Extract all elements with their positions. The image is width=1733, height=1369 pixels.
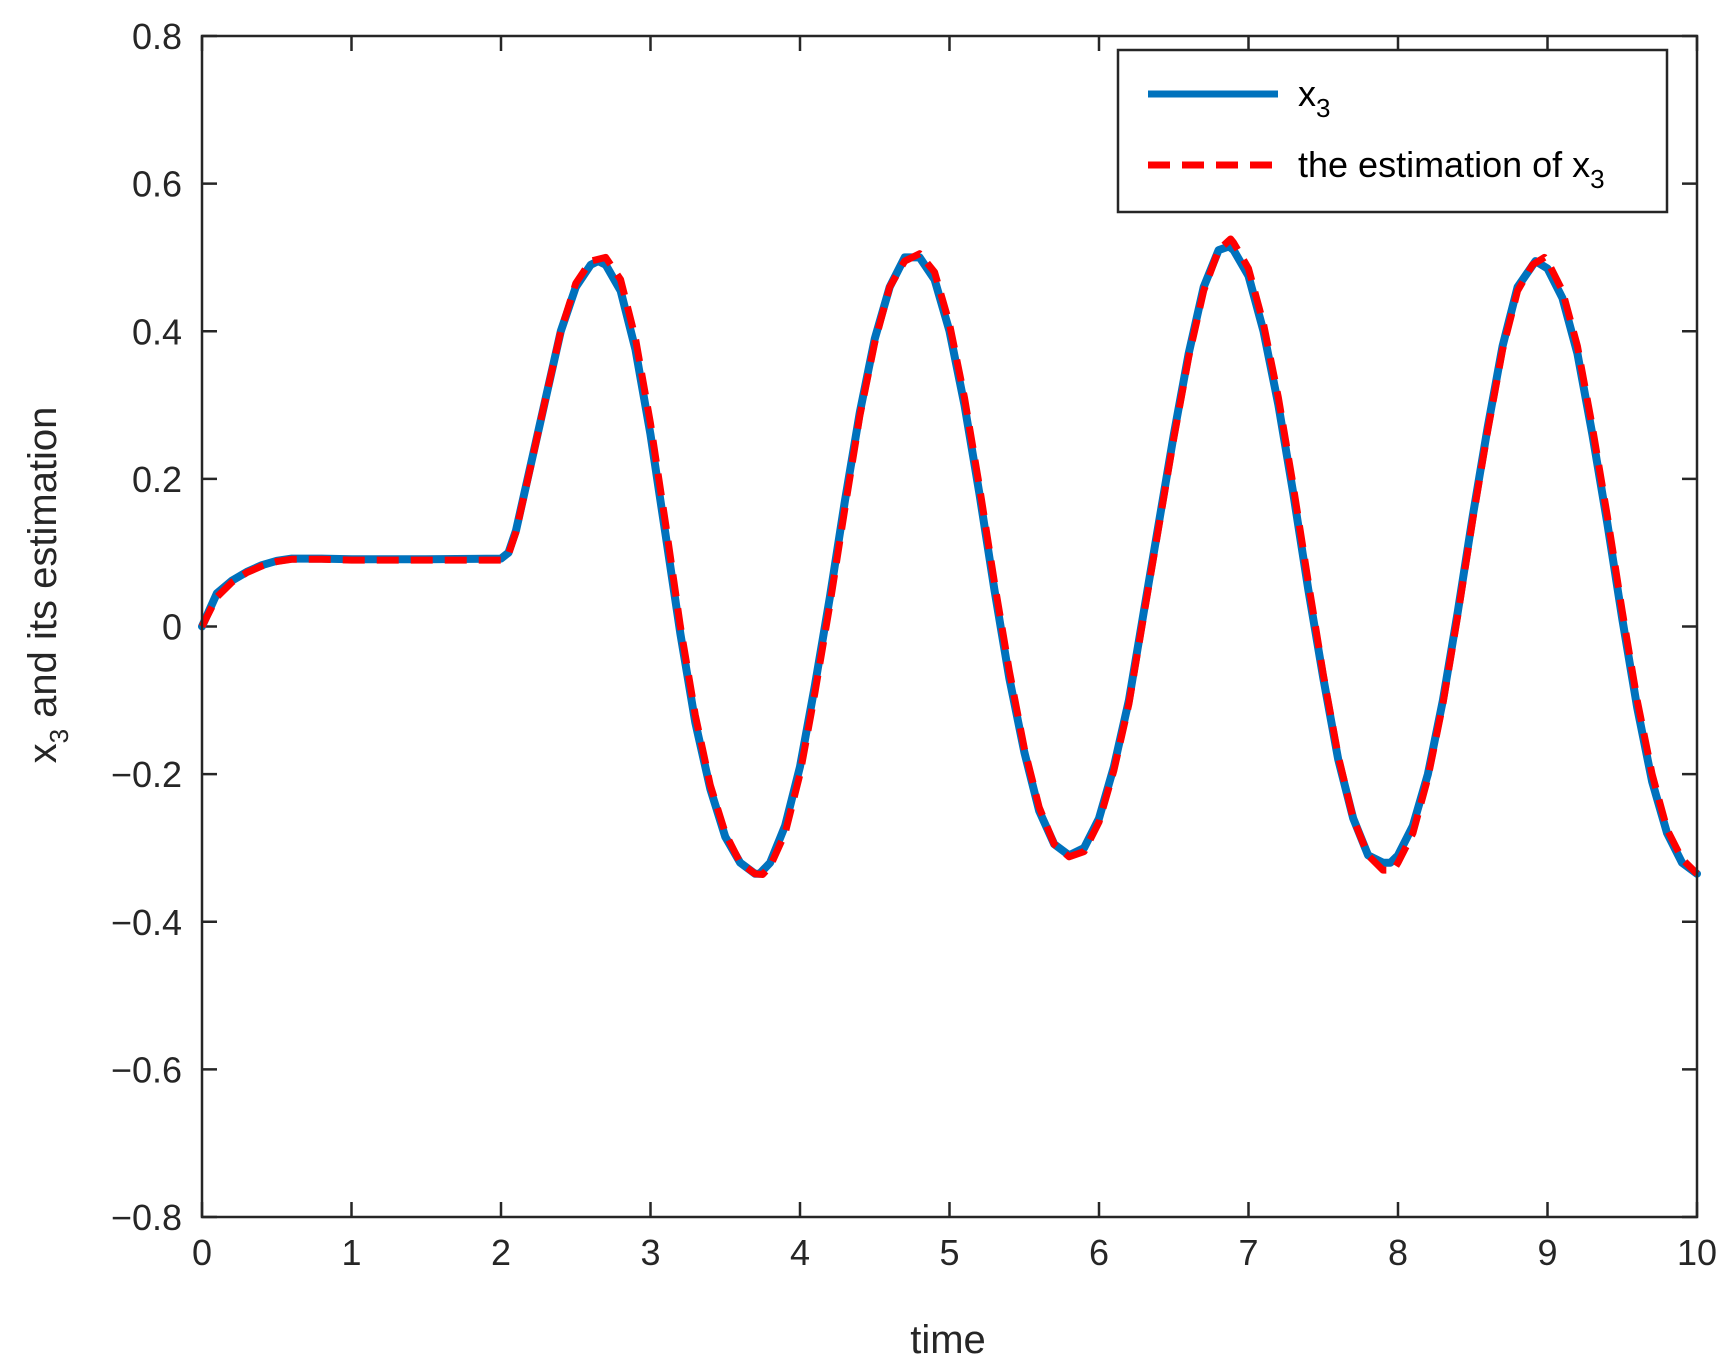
x-tick-labels: 0 1 2 3 4 5 6 7 8 9 10 xyxy=(192,1232,1717,1273)
x-tick-label: 7 xyxy=(1238,1232,1258,1273)
y-tick-label: −0.2 xyxy=(111,754,182,795)
y-axis-label: x3 and its estimation xyxy=(21,407,74,764)
plot-area xyxy=(198,235,1701,878)
axes-frame xyxy=(200,34,1699,1219)
x-tick-label: 5 xyxy=(939,1232,959,1273)
y-tick-labels: −0.8 −0.6 −0.4 −0.2 0 0.2 0.4 0.6 0.8 xyxy=(111,16,182,1238)
x-axis-label: time xyxy=(910,1318,986,1362)
x-tick-label: 4 xyxy=(790,1232,810,1273)
x-tick-label: 0 xyxy=(192,1232,212,1273)
legend-label-estimation-sub: 3 xyxy=(1590,164,1604,194)
series-lines xyxy=(198,235,1701,878)
y-axis-label-base: x xyxy=(21,743,65,763)
y-axis-label-sub: 3 xyxy=(44,729,74,743)
y-tick-label: 0 xyxy=(162,607,182,648)
legend-label-estimation: the estimation of x3 xyxy=(1298,144,1605,194)
y-tick-label: −0.4 xyxy=(111,902,182,943)
y-tick-label: 0.4 xyxy=(132,311,182,352)
legend-label-x3: x3 xyxy=(1298,73,1330,123)
legend-label-x3-sub: 3 xyxy=(1316,93,1330,123)
x-tick-label: 9 xyxy=(1537,1232,1557,1273)
legend-label-x3-base: x xyxy=(1298,73,1316,114)
y-tick-label: 0.8 xyxy=(132,16,182,57)
x-tick-label: 8 xyxy=(1388,1232,1408,1273)
x-tick-label: 6 xyxy=(1089,1232,1109,1273)
x-tick-label: 1 xyxy=(341,1232,361,1273)
y-axis-label-rest: and its estimation xyxy=(21,407,65,729)
y-tick-label: −0.8 xyxy=(111,1197,182,1238)
x-tick-label: 10 xyxy=(1677,1232,1717,1273)
x-tick-label: 2 xyxy=(491,1232,511,1273)
y-tick-label: 0.2 xyxy=(132,459,182,500)
y-tick-label: 0.6 xyxy=(132,164,182,205)
x-tick-label: 3 xyxy=(640,1232,660,1273)
series-line-estimation xyxy=(198,235,1700,878)
y-tick-label: −0.6 xyxy=(111,1049,182,1090)
legend: x3 the estimation of x3 xyxy=(1116,48,1669,214)
legend-label-estimation-base: the estimation of x xyxy=(1298,144,1590,185)
legend-box xyxy=(1116,48,1669,214)
